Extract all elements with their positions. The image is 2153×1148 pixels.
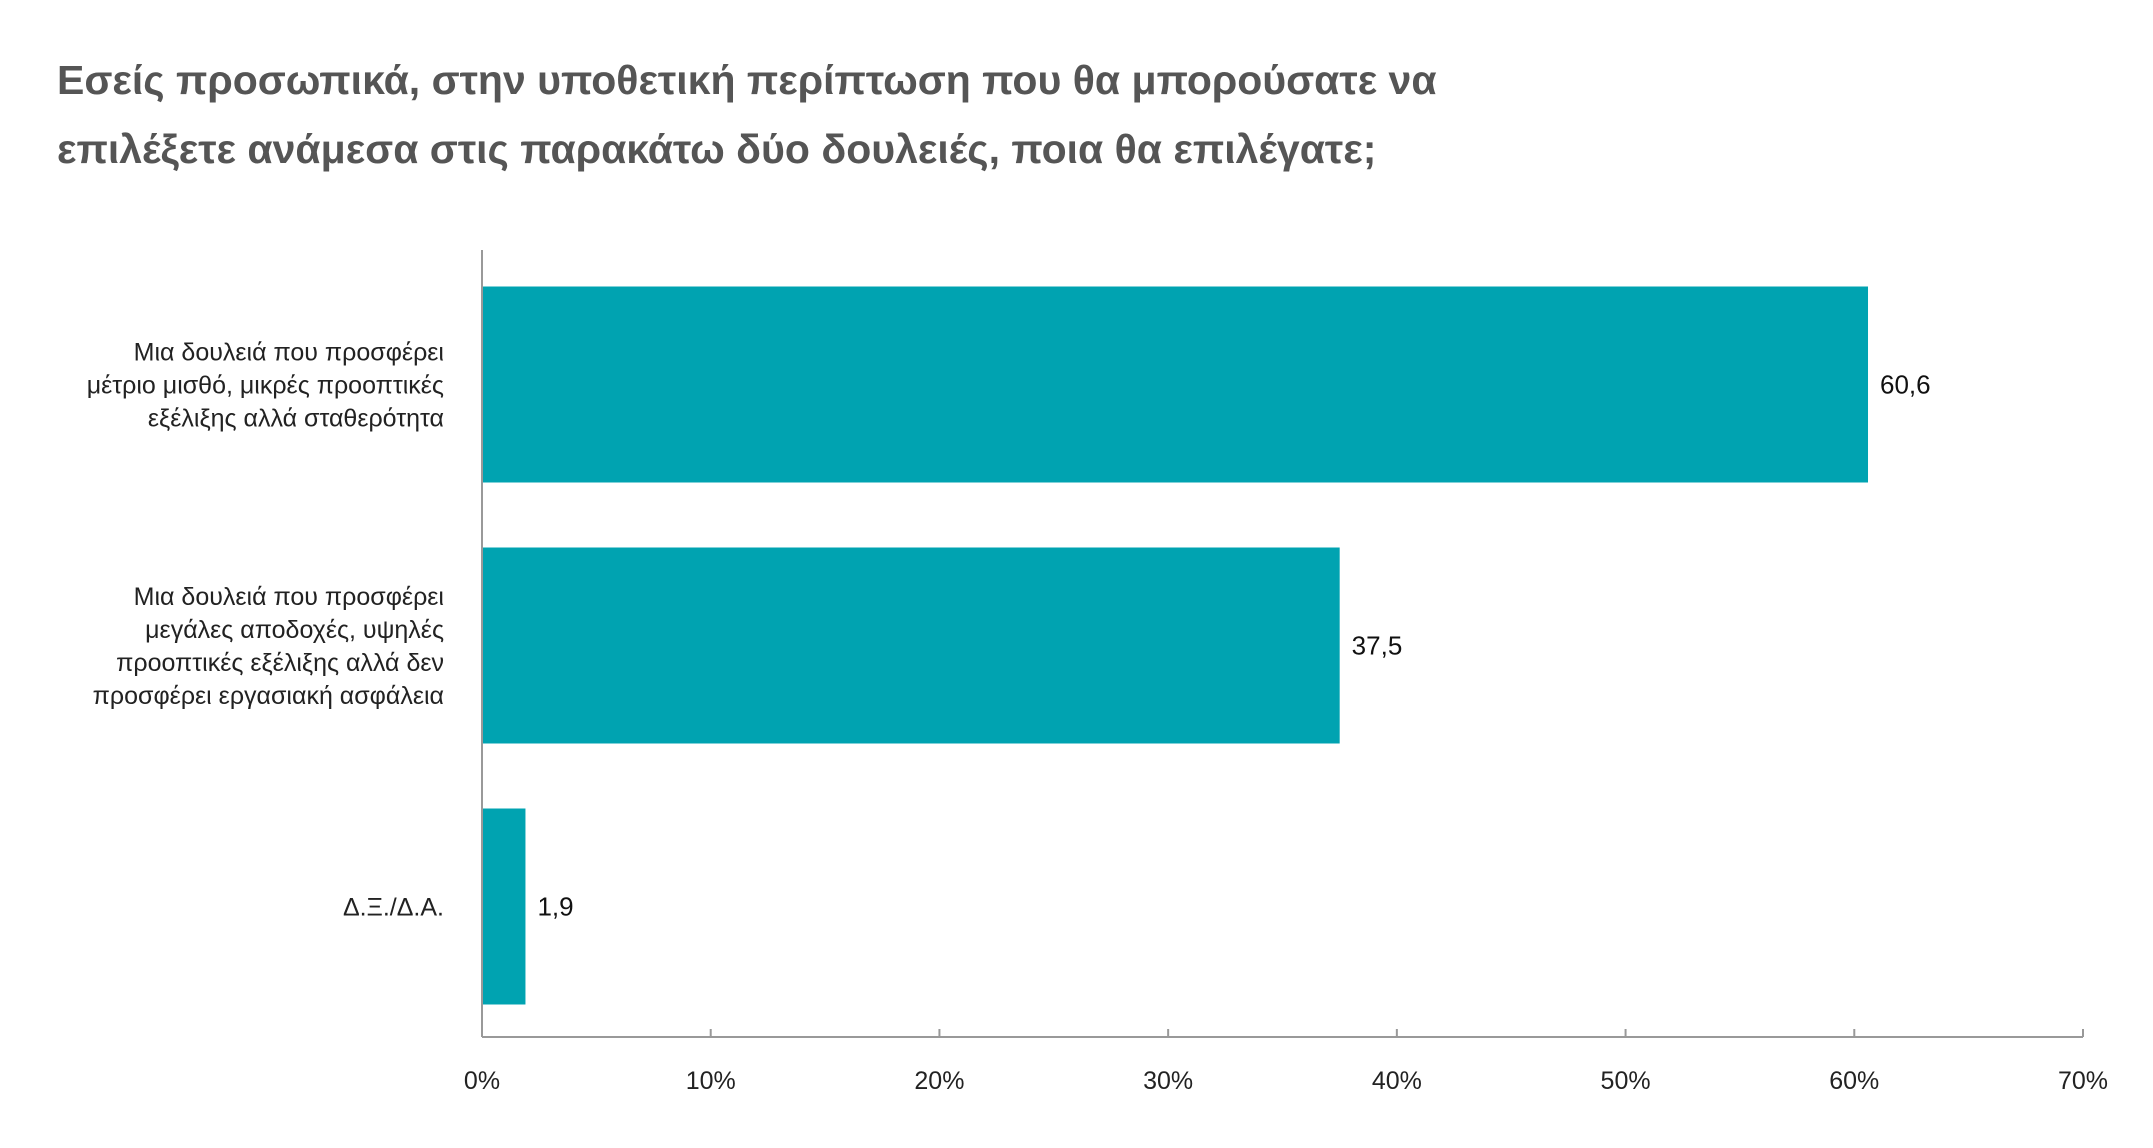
bars-group <box>482 286 1869 1005</box>
bar-2 <box>482 547 1340 744</box>
x-tick-label-3: 30% <box>1143 1067 1193 1095</box>
x-tick-label-6: 60% <box>1829 1067 1879 1095</box>
category-label-1-line-3: εξέλιξης αλλά σταθερότητα <box>148 405 444 433</box>
chart-title: Εσείς προσωπικά, στην υποθετική περίπτωσ… <box>57 46 2057 184</box>
x-tick-label-7: 70% <box>2058 1067 2108 1095</box>
x-tick-label-4: 40% <box>1372 1067 1422 1095</box>
category-label-1: Μια δουλειά που προσφέρει μέτριο μισθό, μ… <box>87 339 444 433</box>
chart-title-line-1: Εσείς προσωπικά, στην υποθετική περίπτωσ… <box>57 57 1437 103</box>
category-label-1-line-1: Μια δουλειά που προσφέρει <box>134 339 444 367</box>
axes-group <box>481 250 2084 1038</box>
category-label-1-line-2: μέτριο μισθό, μικρές προοπτικές <box>87 372 444 400</box>
x-tick-label-5: 50% <box>1601 1067 1651 1095</box>
bar-1 <box>482 286 1869 483</box>
category-label-2-line-4: προσφέρει εργασιακή ασφάλεια <box>93 682 444 710</box>
x-tick-label-1: 10% <box>686 1067 736 1095</box>
category-labels-group: Μια δουλειά που προσφέρει μέτριο μισθό, μ… <box>87 339 444 922</box>
x-tick-label-0: 0% <box>464 1067 500 1095</box>
category-label-2-line-3: προοπτικές εξέλιξης αλλά δεν <box>116 649 444 677</box>
category-label-2: Μια δουλειά που προσφέρει μεγάλες αποδοχέ… <box>93 583 444 710</box>
tick-labels-group: 0% 10% 20% 30% 40% 50% 60% 70% <box>464 1067 2108 1095</box>
value-labels-group: 60,6 37,5 1,9 <box>537 370 1930 922</box>
category-label-3-line-1: Δ.Ξ./Δ.Α. <box>343 894 444 922</box>
bar-3 <box>482 808 526 1005</box>
category-label-3: Δ.Ξ./Δ.Α. <box>343 894 444 922</box>
category-label-2-line-1: Μια δουλειά που προσφέρει <box>134 583 444 611</box>
chart-title-line-2: επιλέξετε ανάμεσα στις παρακάτω δύο δουλ… <box>57 126 1377 172</box>
data-label-3: 1,9 <box>537 892 573 922</box>
data-label-1: 60,6 <box>1880 370 1931 400</box>
data-label-2: 37,5 <box>1352 631 1403 661</box>
category-label-2-line-2: μεγάλες αποδοχές, υψηλές <box>145 616 444 644</box>
x-tick-label-2: 20% <box>914 1067 964 1095</box>
